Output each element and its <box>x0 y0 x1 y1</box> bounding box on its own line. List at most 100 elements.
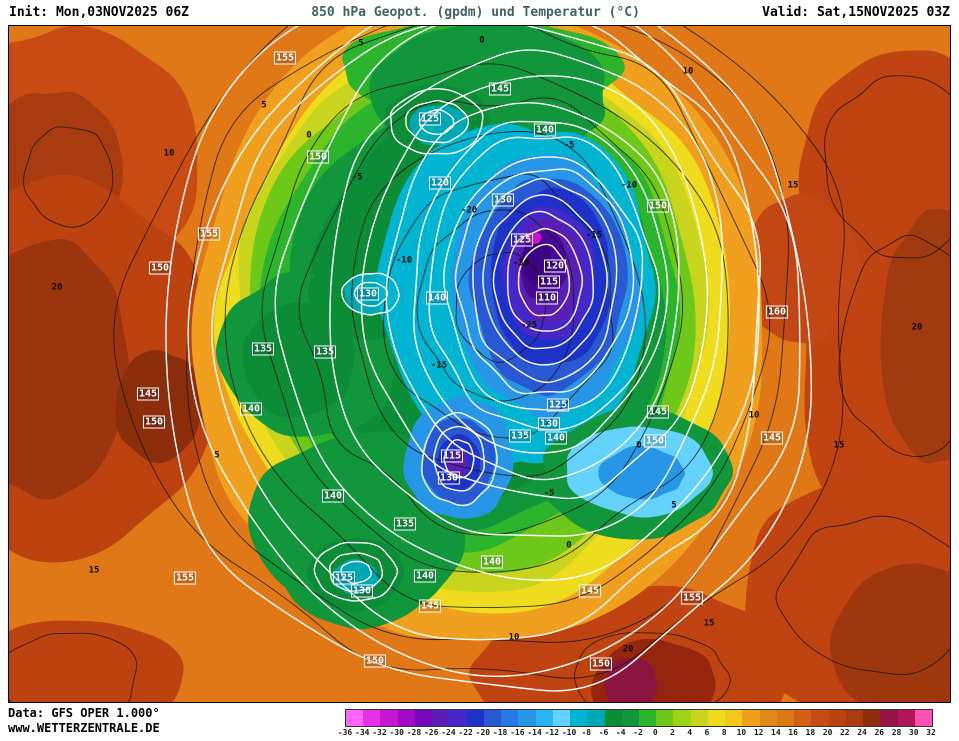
colorbar-segment <box>501 710 519 726</box>
map-canvas <box>9 26 950 702</box>
weather-map: 155 145 125 140 150 120 130 150 155 125 120 115 110 1… <box>8 25 951 703</box>
data-source: Data: GFS OPER 1.000° <box>8 706 160 720</box>
colorbar-tick-label: -16 <box>510 728 525 737</box>
geopotential-label: 150 <box>148 261 172 275</box>
temperature-label: 5 <box>358 38 364 49</box>
geopotential-label: 155 <box>197 227 221 241</box>
colorbar-tick-label: 28 <box>891 728 902 737</box>
geopotential-label: 130 <box>537 417 561 431</box>
temperature-label: 10 <box>508 632 520 643</box>
colorbar-tick-label: 6 <box>704 728 710 737</box>
colorbar-segment <box>466 710 484 726</box>
colorbar-tick-label: -2 <box>633 728 643 737</box>
map-labels: 155 145 125 140 150 120 130 150 155 125 120 115 110 1… <box>9 26 950 702</box>
geopotential-label: 140 <box>425 291 449 305</box>
geopotential-label: 150 <box>643 434 667 448</box>
colorbar-segment <box>828 710 846 726</box>
colorbar-segment <box>811 710 829 726</box>
colorbar-tick-label: -8 <box>581 728 592 737</box>
geopotential-label: 135 <box>251 342 275 356</box>
temperature-label: 10 <box>163 148 175 159</box>
colorbar-segment <box>414 710 433 726</box>
geopotential-label: 155 <box>680 591 704 605</box>
colorbar-segment <box>621 710 639 726</box>
colorbar-tick-label: 30 <box>908 728 919 737</box>
colorbar-tick-label: 4 <box>687 728 693 737</box>
geopotential-label: 155 <box>173 571 197 585</box>
colorbar-tick-label: -28 <box>406 728 422 737</box>
colorbar-segment <box>880 710 898 726</box>
temperature-label: 15 <box>787 180 799 191</box>
colorbar-segment <box>707 710 726 726</box>
colorbar-segment <box>346 710 364 726</box>
colorbar-segment <box>742 710 760 726</box>
temperature-label: -15 <box>430 360 448 371</box>
colorbar-tick-label: 14 <box>771 728 781 737</box>
geopotential-label: 150 <box>646 199 670 213</box>
temperature-label: -5 <box>563 140 575 151</box>
colorbar-tick-label: -36 <box>337 728 353 737</box>
colorbar-segment <box>759 710 777 726</box>
colorbar-tick-label: -6 <box>598 728 609 737</box>
temperature-label: -5 <box>351 172 363 183</box>
colorbar-segment <box>397 710 415 726</box>
colorbar-tick-label: -12 <box>544 728 560 737</box>
colorbar-tick-label: -18 <box>492 728 508 737</box>
map-title: 850 hPa Geopot. (gpdm) und Temperatur (°… <box>311 5 640 20</box>
temperature-label: 15 <box>703 618 715 629</box>
temperature-label: 20 <box>911 322 923 333</box>
temperature-label: 5 <box>214 450 220 461</box>
colorbar-segment <box>638 710 657 726</box>
colorbar-segment <box>897 710 915 726</box>
colorbar-segment <box>380 710 398 726</box>
geopotential-label: 145 <box>136 387 160 401</box>
colorbar-tick-label: -22 <box>458 728 473 737</box>
colorbar-segment <box>570 710 588 726</box>
geopotential-label: 145 <box>760 431 784 445</box>
colorbar-segment <box>794 710 812 726</box>
geopotential-label: 145 <box>646 405 670 419</box>
colorbar-tick-label: 32 <box>926 728 936 737</box>
geopotential-label: 130 <box>350 584 374 598</box>
colorbar-segment <box>725 710 743 726</box>
colorbar-segment <box>518 710 536 726</box>
temperature-label: 0 <box>479 35 485 46</box>
geopotential-label: 160 <box>765 305 789 319</box>
colorbar-tick-label: -20 <box>475 728 491 737</box>
temperature-label: 15 <box>833 440 845 451</box>
colorbar-tick-label: 8 <box>721 728 727 737</box>
colorbar-tick-label: 16 <box>788 728 798 737</box>
website-url: www.WETTERZENTRALE.DE <box>8 721 160 735</box>
temperature-label: -10 <box>620 180 638 191</box>
colorbar-segment <box>845 710 864 726</box>
temperature-label: 10 <box>682 66 694 77</box>
colorbar-tick-label: 10 <box>736 728 747 737</box>
geopotential-label: 140 <box>533 123 557 137</box>
geopotential-label: 135 <box>393 517 417 531</box>
geopotential-label: 150 <box>589 657 613 671</box>
temperature-label: 20 <box>51 282 63 293</box>
colorbar-segment <box>587 710 605 726</box>
header: Init: Mon,03NOV2025 06Z 850 hPa Geopot. … <box>0 0 959 25</box>
colorbar-tick-label: 12 <box>753 728 764 737</box>
colorbar-tick-label: -10 <box>561 728 577 737</box>
geopotential-label: 155 <box>273 51 297 65</box>
colorbar-tick-label: -24 <box>441 728 456 737</box>
temperature-label: -15 <box>585 230 603 241</box>
colorbar-tick-label: 24 <box>857 728 867 737</box>
temperature-label: 5 <box>671 500 677 511</box>
geopotential-label: 125 <box>546 398 570 412</box>
geopotential-label: 140 <box>321 489 345 503</box>
temperature-label: 0 <box>636 440 642 451</box>
colorbar-tick-label: -14 <box>527 728 542 737</box>
geopotential-label: 140 <box>239 402 263 416</box>
credits: Data: GFS OPER 1.000° www.WETTERZENTRALE… <box>8 706 160 736</box>
temperature-label: 0 <box>306 130 312 141</box>
colorbar-segment <box>863 710 881 726</box>
temperature-label: 5 <box>261 100 267 111</box>
geopotential-label: 120 <box>428 176 452 190</box>
colorbar-segment <box>656 710 674 726</box>
init-time: Init: Mon,03NOV2025 06Z <box>9 5 190 20</box>
geopotential-label: 125 <box>332 571 356 585</box>
